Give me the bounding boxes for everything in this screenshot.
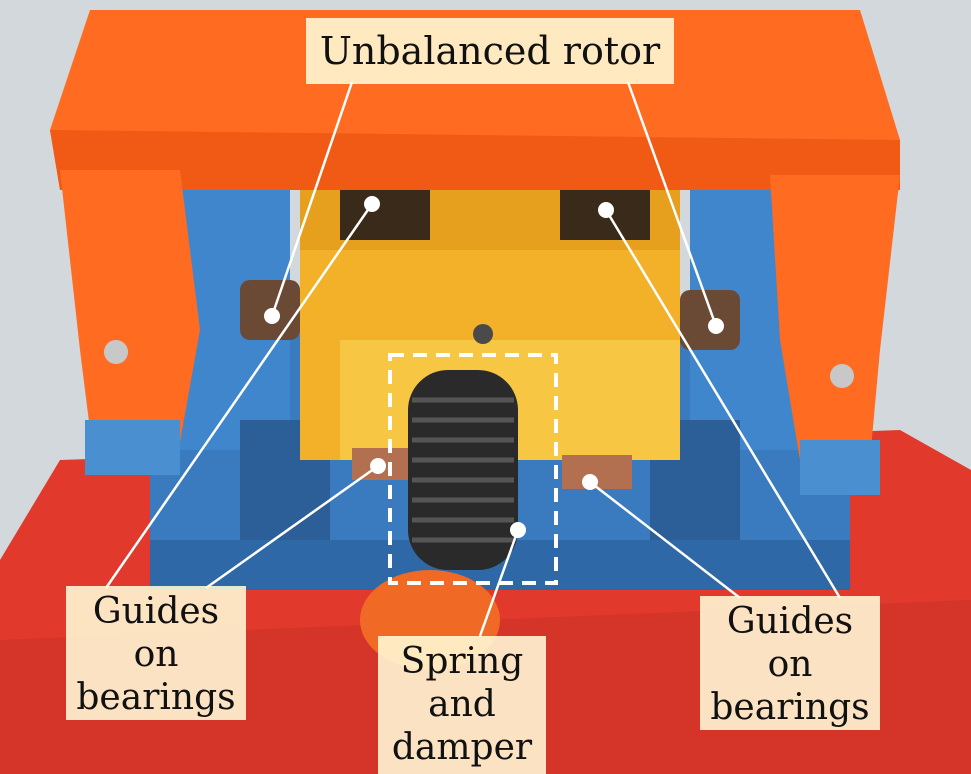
screw [830,364,854,388]
spring-highlight-box [388,353,558,585]
label-spring-damper: Spring and damper [378,636,546,774]
label-line: damper [391,727,533,768]
label-unbalanced-rotor: Unbalanced rotor [306,18,674,84]
right-bearing-guide [680,290,740,350]
label-line: Spring [400,641,524,682]
label-line: Guides [92,591,220,632]
label-line: Guides [726,601,854,642]
label-line: bearings [76,677,236,718]
screw [104,340,128,364]
label-text: Unbalanced rotor [319,29,661,73]
label-guides-right: Guides on bearings [700,596,880,730]
label-guides-left: Guides on bearings [66,586,246,720]
label-line: on [133,634,179,675]
label-line: on [767,644,813,685]
label-line: and [428,684,496,725]
left-bearing-guide [240,280,300,340]
label-line: bearings [710,687,870,728]
